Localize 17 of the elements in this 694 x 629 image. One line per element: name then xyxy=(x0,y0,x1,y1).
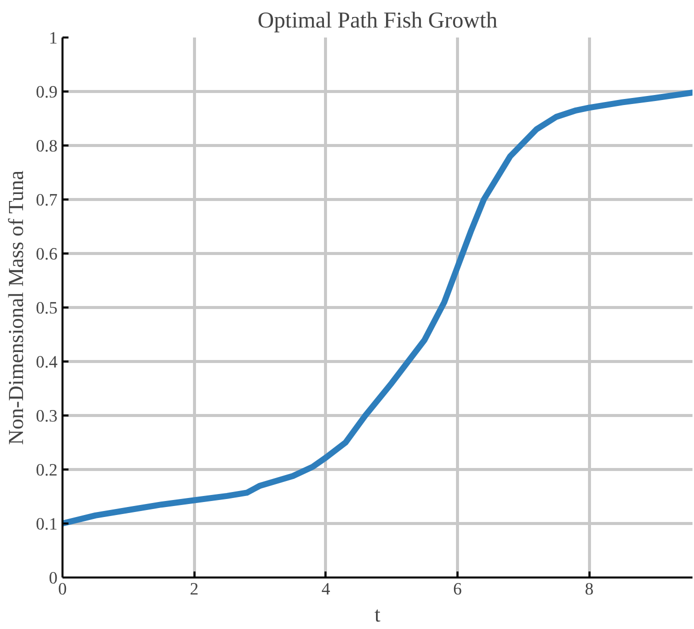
y-tick-label: 0.2 xyxy=(36,460,58,480)
y-tick-label: 1 xyxy=(48,28,58,48)
y-axis-title: Non-Dimensional Mass of Tuna xyxy=(4,170,28,445)
x-tick-label: 2 xyxy=(190,580,198,598)
x-tick-label: 8 xyxy=(584,580,594,598)
y-tick-label: 0.1 xyxy=(36,514,58,534)
y-tick-label: 0.4 xyxy=(36,352,58,372)
x-tick-label: 4 xyxy=(321,580,330,598)
y-tick-label: 0.9 xyxy=(36,82,58,102)
x-tick-label: 6 xyxy=(453,580,462,598)
y-tick-label: 0.5 xyxy=(36,298,58,318)
y-tick-label: 0.6 xyxy=(36,244,58,264)
y-tick-label: 0.8 xyxy=(36,136,58,156)
y-tick-label: 0.3 xyxy=(36,406,58,426)
x-axis-title: t xyxy=(374,602,381,626)
y-tick-label: 0.7 xyxy=(36,190,58,210)
chart-title: Optimal Path Fish Growth xyxy=(258,8,498,32)
